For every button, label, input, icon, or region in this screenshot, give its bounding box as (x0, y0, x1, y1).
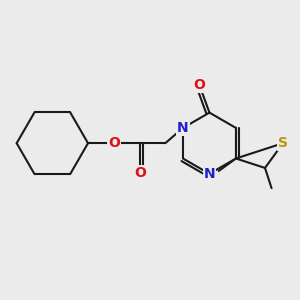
Text: O: O (193, 78, 205, 92)
Text: N: N (177, 121, 189, 135)
Text: S: S (278, 136, 288, 150)
Text: N: N (204, 167, 215, 181)
Text: O: O (108, 136, 120, 150)
Text: O: O (134, 166, 146, 180)
